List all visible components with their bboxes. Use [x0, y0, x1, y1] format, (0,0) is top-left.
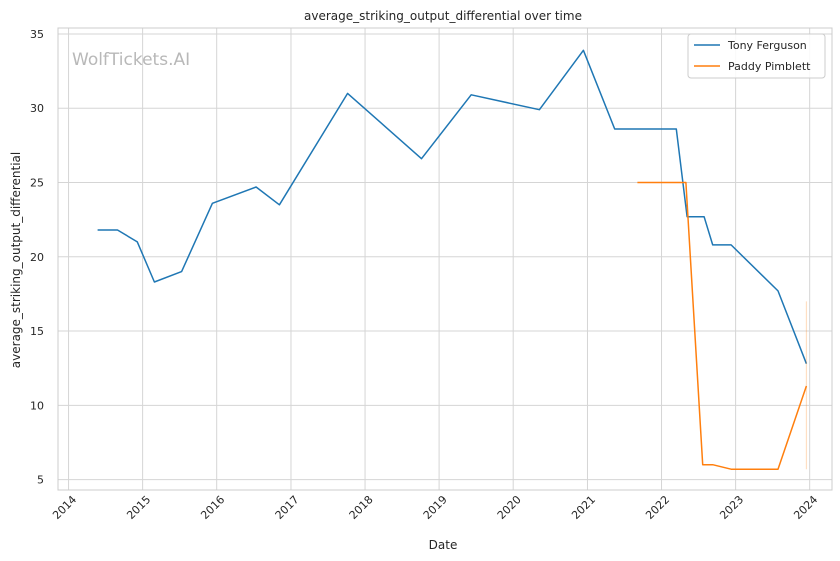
y-tick-label: 5 [37, 474, 44, 487]
x-axis-title: Date [429, 538, 458, 552]
legend-label-paddy-pimblett: Paddy Pimblett [728, 60, 811, 73]
legend: Tony Ferguson Paddy Pimblett [687, 33, 826, 79]
y-tick-label: 25 [30, 176, 44, 189]
grid [58, 28, 832, 490]
watermark-text: WolfTickets.AI [72, 50, 190, 70]
tick-labels: 2014 2015 2016 2017 2018 2019 2020 2021 2022 2023… [30, 28, 820, 522]
y-tick-label: 10 [30, 399, 44, 412]
y-tick-label: 35 [30, 28, 44, 41]
y-tick-label: 20 [30, 251, 44, 264]
legend-box [687, 33, 826, 79]
series-line-paddy-pimblett [637, 181, 808, 470]
plot-area-frame [57, 27, 833, 491]
series-layer [97, 49, 808, 470]
y-tick-label: 30 [30, 102, 44, 115]
legend-label-tony-ferguson: Tony Ferguson [727, 39, 807, 52]
y-tick-label: 15 [30, 325, 44, 338]
series-line-tony-ferguson [97, 49, 808, 364]
y-axis-title: average_striking_output_differential [9, 152, 23, 368]
chart-title: average_striking_output_differential ove… [304, 9, 582, 23]
